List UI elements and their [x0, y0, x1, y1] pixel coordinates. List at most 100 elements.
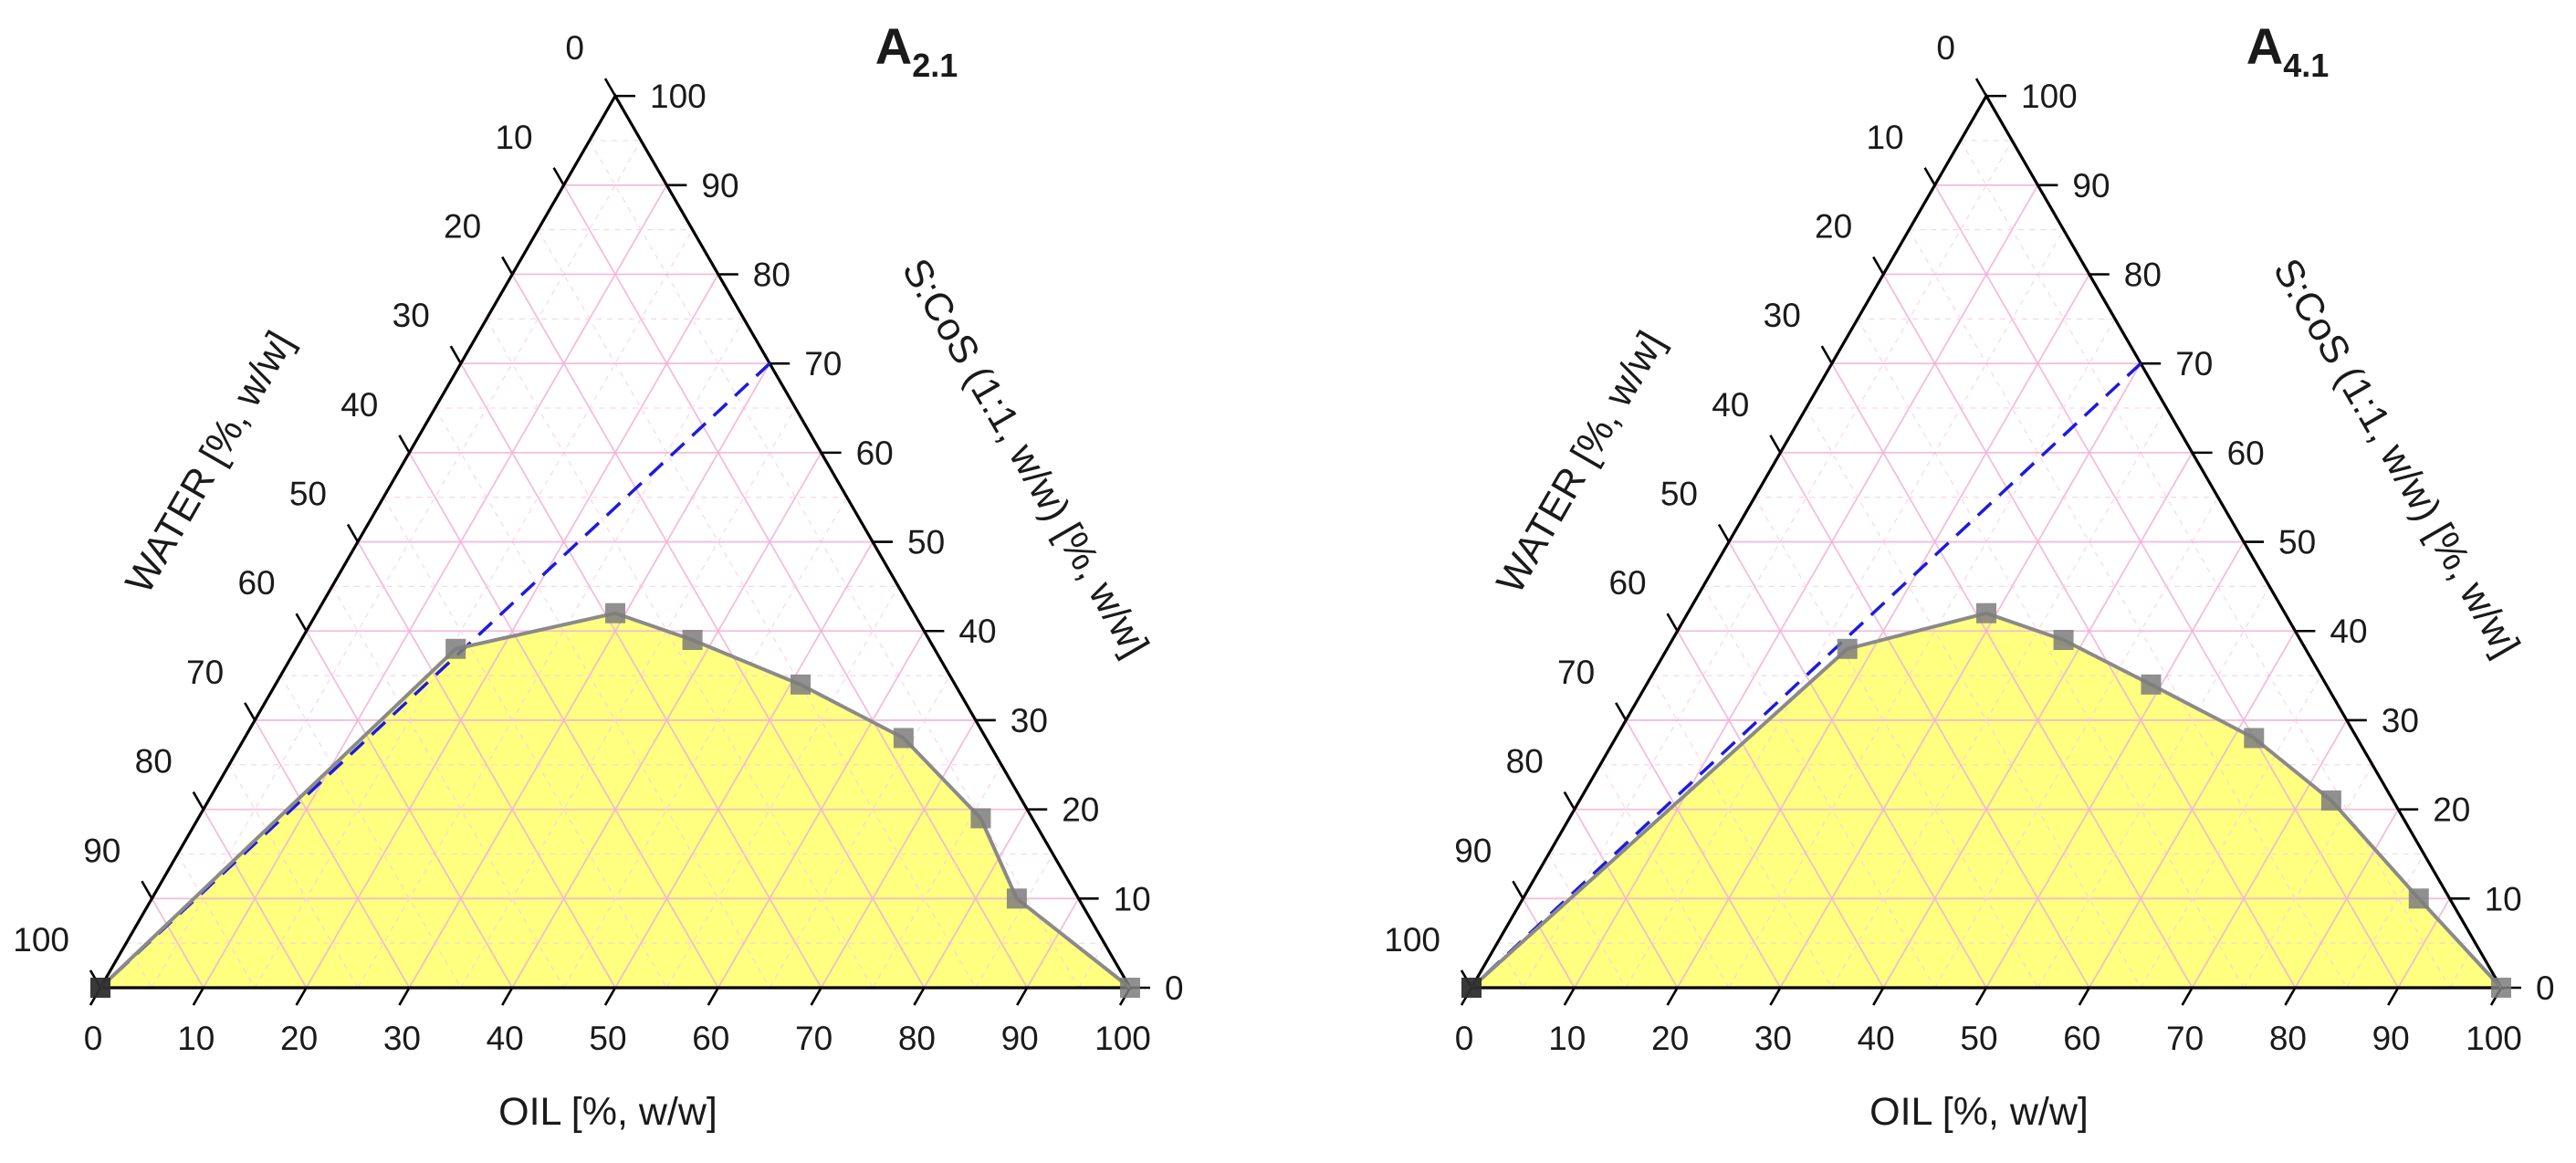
boundary-point [1120, 978, 1140, 998]
bottom-axis-tick-label: 70 [2166, 1020, 2204, 1057]
grid-line-oil [769, 675, 951, 989]
panel-title-main: A [875, 17, 912, 75]
bottom-axis-tick [810, 987, 822, 1006]
grid-line-water [1496, 942, 1524, 989]
grid-line-oil [460, 407, 796, 989]
right-axis-tick-label: 30 [2382, 702, 2419, 739]
right-axis-tick-label: 100 [650, 78, 707, 115]
left-axis-tick-label: 70 [186, 654, 224, 691]
grid-line-water [151, 897, 204, 989]
grid-line-water [1728, 541, 1987, 989]
left-axis-tick [244, 702, 257, 721]
panel-title: A4.1 [2246, 17, 2330, 84]
boundary-point [445, 638, 466, 659]
right-axis-tick-label: 10 [1114, 880, 1151, 917]
one-phase-region [100, 613, 1130, 988]
boundary-point [893, 728, 914, 749]
boundary-point [791, 674, 812, 695]
left-axis-tick-label: 20 [444, 207, 481, 245]
ternary-grid [1496, 140, 2477, 989]
bottom-axis-tick [913, 987, 926, 1006]
grid-line-water [177, 854, 256, 989]
boundary-point [682, 630, 703, 651]
bottom-axis-tick-label: 50 [589, 1020, 626, 1057]
right-axis-tick-label: 80 [2124, 256, 2162, 293]
left-axis-tick-label: 90 [1454, 832, 1492, 869]
left-axis-tick-label: 40 [340, 386, 378, 424]
right-axis-title: S:CoS (1:1, w/w) [%, w/w] [2265, 251, 2529, 664]
grid-line-water [1831, 362, 2194, 989]
bottom-axis-tick [603, 987, 617, 1006]
grid-line-oil [2397, 897, 2451, 989]
grid-line-water [1548, 854, 1627, 989]
left-axis-tick [603, 78, 617, 97]
bottom-axis-tick [1016, 987, 1029, 1006]
bottom-axis-title: OIL [%, w/w] [498, 1090, 717, 1134]
grid-line-oil [1985, 541, 2245, 989]
ternary-panel-a21: 0 0 0 10 10 10 20 20 20 30 30 30 40 40 40 50 50 50 60 60 60 7… [13, 17, 1183, 1134]
right-axis-tick-label: 40 [2330, 613, 2367, 650]
right-axis-title: S:CoS (1:1, w/w) [%, w/w] [894, 251, 1157, 664]
left-axis-tick [1717, 523, 1731, 543]
left-axis-tick [1923, 167, 1936, 186]
ternary-grid [125, 140, 1105, 989]
grid-line-water [357, 541, 616, 989]
grid-line-oil [2037, 586, 2270, 989]
right-axis-tick-label: 50 [2278, 524, 2316, 561]
left-axis-tick-label: 40 [1712, 386, 1749, 424]
boundary-point [90, 978, 110, 998]
dilution-line [1470, 361, 2142, 990]
bottom-axis-tick [1769, 987, 1782, 1006]
boundary-point [2408, 888, 2429, 909]
right-axis-tick-label: 80 [753, 256, 791, 293]
bottom-axis-tick-label: 40 [1858, 1020, 1895, 1057]
grid-line-oil [2191, 719, 2348, 989]
bottom-axis-tick-label: 100 [2466, 1020, 2522, 1057]
left-axis-tick-label: 100 [13, 921, 69, 959]
grid-line-water [125, 942, 152, 989]
left-axis-tick [1820, 345, 1833, 364]
left-axis-tick-label: 50 [1660, 476, 1698, 513]
left-axis-tick [1872, 256, 1885, 276]
left-axis-tick [552, 167, 565, 186]
left-axis-title: WATER [%, w/w] [1488, 324, 1673, 601]
bottom-axis-tick [1666, 987, 1679, 1006]
right-axis-tick-label: 30 [1011, 702, 1048, 739]
boundary-point [2053, 630, 2074, 651]
bottom-axis-tick [501, 987, 514, 1006]
grid-line-oil [1522, 140, 2013, 989]
grid-line-water [1650, 675, 1833, 989]
bottom-axis-tick-label: 80 [2269, 1020, 2307, 1057]
bottom-axis-tick-label: 10 [177, 1020, 215, 1057]
grid-line-water [1574, 809, 1679, 989]
left-axis-tick [1974, 78, 1988, 97]
grid-line-oil [1831, 407, 2167, 989]
right-axis-tick-label: 90 [701, 167, 738, 204]
boundary-point [1461, 978, 1482, 998]
left-axis-tick [192, 791, 204, 811]
left-axis-tick [1563, 791, 1576, 811]
left-axis-tick-label: 80 [135, 743, 173, 781]
left-axis-tick [449, 345, 462, 364]
grid-line-oil [975, 854, 1053, 989]
left-axis-tick-label: 70 [1557, 654, 1595, 691]
panel-title: A2.1 [875, 17, 958, 84]
grid-line-water [589, 140, 1080, 989]
left-axis-tick-label: 30 [1764, 297, 1801, 334]
left-axis-tick [501, 256, 514, 276]
grid-line-water [460, 362, 822, 989]
right-axis-tick-label: 0 [1165, 969, 1184, 1007]
bottom-axis-tick [707, 987, 719, 1006]
grid-line-oil [563, 497, 848, 989]
grid-line-oil [1026, 897, 1080, 989]
left-axis-tick [1666, 613, 1679, 632]
bottom-axis-tick [2387, 987, 2400, 1006]
boundary-point [1006, 888, 1027, 909]
right-axis-tick-label: 70 [804, 345, 842, 382]
grid-line-oil [820, 719, 977, 989]
left-axis-tick-label: 60 [1608, 564, 1646, 602]
left-axis-tick [295, 613, 308, 632]
boundary-point [2491, 978, 2511, 998]
left-axis-tick [346, 523, 360, 543]
left-axis-tick-label: 10 [1866, 119, 1903, 156]
